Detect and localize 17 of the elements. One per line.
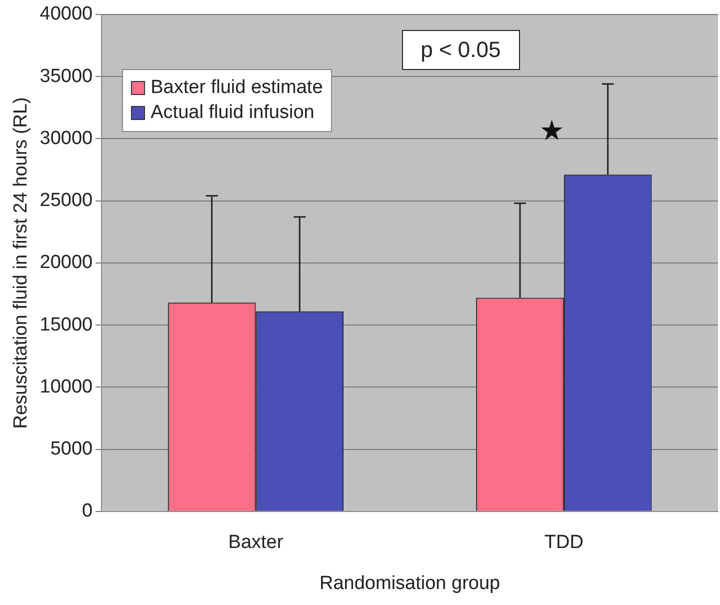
annotation: ★ [539, 114, 564, 147]
x-tick-label: Baxter [228, 532, 284, 554]
y-tick-label: 25000 [40, 190, 93, 212]
y-tick-label: 0 [82, 500, 93, 522]
y-tick-label: 5000 [50, 438, 93, 460]
y-tick-label: 35000 [40, 66, 93, 87]
y-tick-label: 40000 [40, 4, 93, 25]
y-axis-title: Resuscitation fluid in first 24 hours (RL) [10, 97, 32, 429]
legend-label: Actual fluid infusion [150, 102, 314, 124]
legend-label: Baxter fluid estimate [150, 77, 323, 100]
x-tick-label: TDD [544, 532, 584, 554]
y-tick-label: 30000 [40, 128, 93, 149]
x-axis-title: Randomisation group [320, 572, 500, 594]
annotation: p < 0.05 [402, 30, 520, 70]
y-tick-label: 15000 [40, 314, 93, 336]
y-tick-label: 10000 [40, 376, 93, 398]
y-tick-label: 20000 [40, 252, 93, 274]
